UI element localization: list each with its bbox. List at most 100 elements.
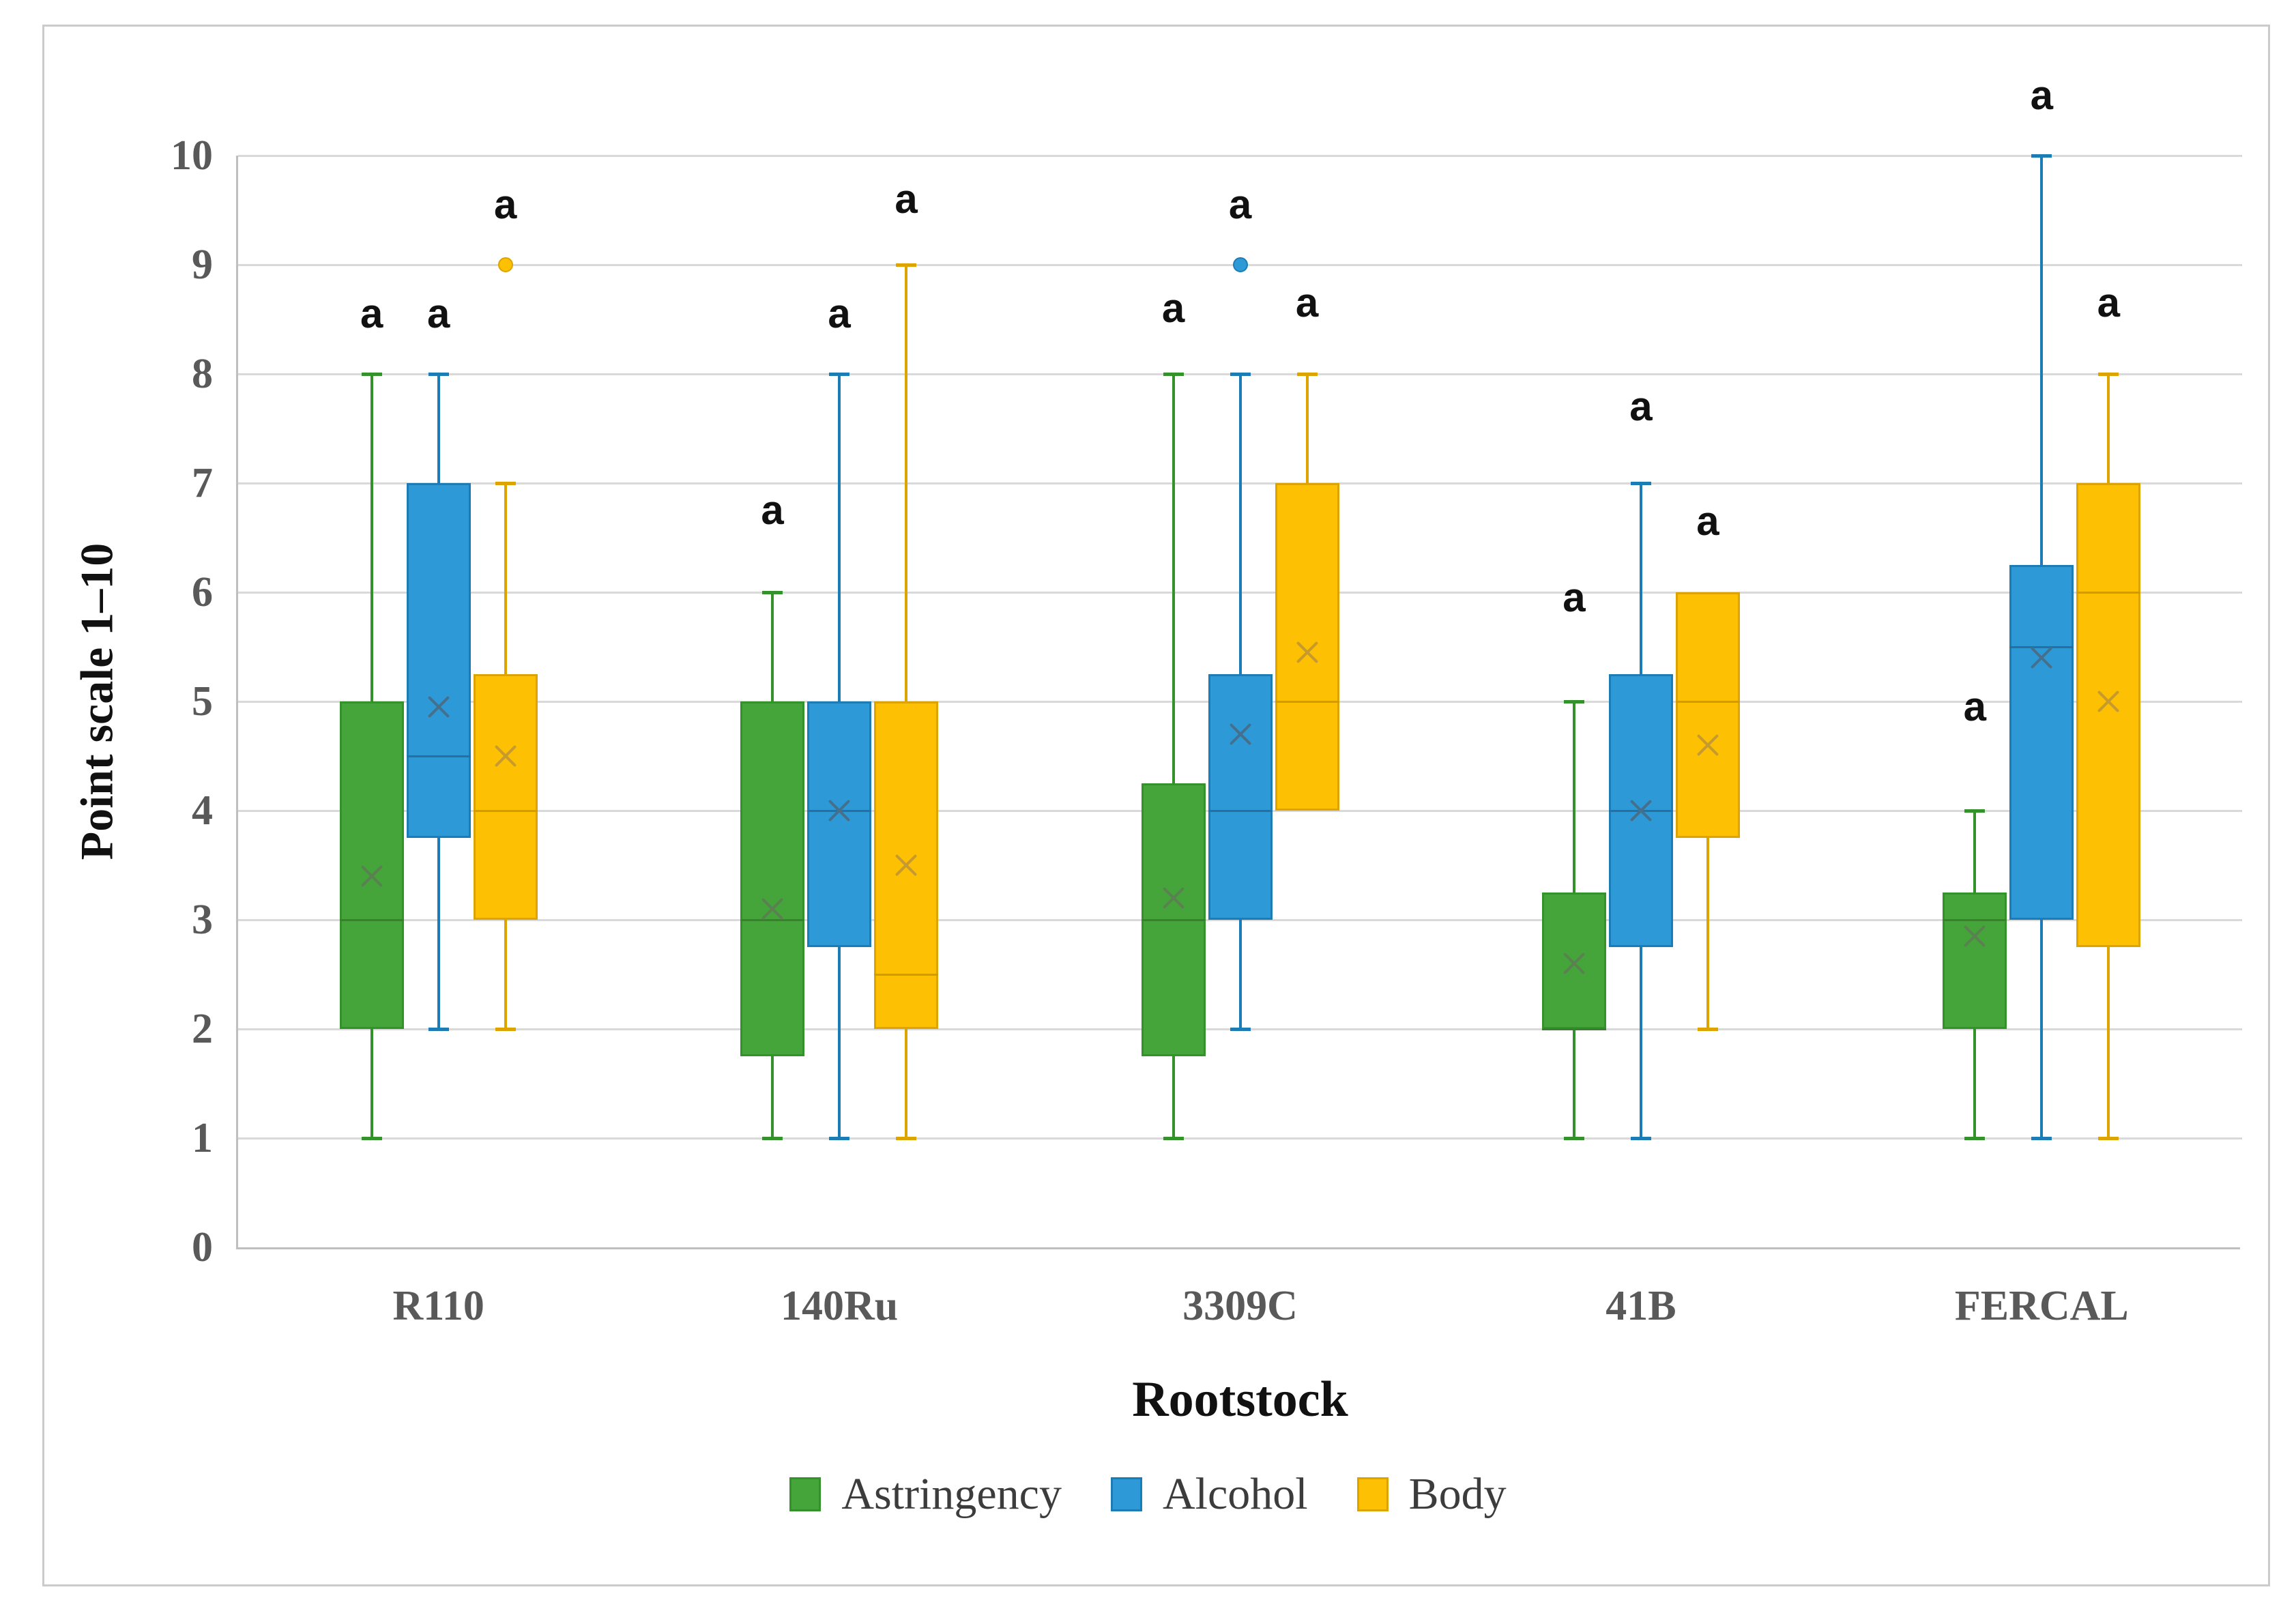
alcohol-fercal-significance-label: a: [2030, 72, 2053, 118]
alcohol-140ru-significance-label: a: [828, 291, 851, 336]
astringency-r110-mean-marker: [357, 861, 387, 891]
x-category-label-41b: 41B: [1605, 1283, 1676, 1329]
astringency-41b-mean-marker: [1559, 948, 1589, 978]
alcohol-fercal-box: [2009, 565, 2074, 920]
body-r110-outlier-point: [497, 257, 513, 272]
y-tick-label-10: 10: [171, 132, 213, 179]
body-fercal-min-cap: [2098, 1137, 2119, 1140]
astringency-41b-lower-whisker: [1572, 1029, 1575, 1138]
astringency-r110-median-line: [339, 919, 404, 921]
alcohol-r110-significance-label: a: [427, 291, 450, 336]
body-3309c-mean-marker: [1292, 637, 1322, 667]
alcohol-r110-median-line: [406, 755, 471, 757]
body-41b-box: [1675, 592, 1740, 838]
alcohol-fercal-mean-marker: [2026, 643, 2057, 673]
astringency-r110-significance-label: a: [360, 291, 383, 336]
body-fercal-max-cap: [2098, 373, 2119, 376]
astringency-140ru-mean-marker: [757, 894, 787, 924]
astringency-41b-max-cap: [1563, 700, 1584, 703]
x-category-label-140ru: 140Ru: [780, 1283, 899, 1329]
astringency-140ru-median-line: [740, 919, 805, 921]
body-140ru-significance-label: a: [895, 176, 918, 222]
astringency-140ru-min-cap: [762, 1137, 783, 1140]
alcohol-3309c-median-line: [1208, 810, 1273, 812]
body-140ru-max-cap: [896, 263, 917, 267]
astringency-3309c-upper-whisker: [1172, 374, 1175, 783]
body-r110-mean-marker: [491, 741, 521, 771]
alcohol-140ru-mean-marker: [824, 796, 854, 826]
alcohol-fercal-median-line: [2009, 646, 2074, 648]
legend-swatch-alcohol: [1110, 1477, 1142, 1511]
y-tick-label-7: 7: [192, 460, 213, 506]
x-axis-title: Rootstock: [1132, 1371, 1348, 1427]
astringency-140ru-upper-whisker: [771, 592, 774, 701]
astringency-fercal-upper-whisker: [1973, 811, 1977, 892]
alcohol-140ru-upper-whisker: [838, 374, 841, 701]
alcohol-41b-max-cap: [1630, 482, 1651, 485]
astringency-3309c-lower-whisker: [1172, 1056, 1175, 1138]
astringency-41b-upper-whisker: [1572, 701, 1575, 892]
body-3309c-upper-whisker: [1305, 374, 1309, 483]
alcohol-fercal-min-cap: [2031, 1137, 2052, 1140]
astringency-fercal-box: [1943, 892, 2007, 1029]
alcohol-41b-lower-whisker: [1639, 947, 1642, 1138]
astringency-41b-significance-label: a: [1563, 575, 1586, 620]
alcohol-3309c-mean-marker: [1225, 719, 1255, 749]
alcohol-r110-min-cap: [428, 1028, 449, 1031]
alcohol-140ru-box: [807, 701, 872, 947]
alcohol-140ru-min-cap: [829, 1137, 850, 1140]
astringency-140ru-max-cap: [762, 591, 783, 594]
body-fercal-box: [2076, 483, 2141, 947]
alcohol-41b-min-cap: [1630, 1137, 1651, 1140]
alcohol-r110-lower-whisker: [437, 838, 440, 1029]
legend-swatch-body: [1356, 1477, 1389, 1511]
astringency-r110-lower-whisker: [370, 1029, 373, 1138]
alcohol-3309c-min-cap: [1230, 1028, 1251, 1031]
y-tick-label-3: 3: [192, 897, 213, 943]
alcohol-41b-significance-label: a: [1629, 383, 1653, 429]
alcohol-3309c-lower-whisker: [1238, 920, 1242, 1029]
astringency-3309c-max-cap: [1163, 373, 1184, 376]
alcohol-3309c-outlier-point: [1232, 257, 1248, 272]
body-fercal-median-line: [2076, 592, 2141, 594]
alcohol-41b-upper-whisker: [1639, 483, 1642, 674]
body-fercal-significance-label: a: [2097, 280, 2120, 325]
x-category-label-fercal: FERCAL: [1954, 1283, 2129, 1329]
legend-item-alcohol: Alcohol: [1110, 1468, 1308, 1520]
astringency-r110-upper-whisker: [370, 374, 373, 701]
alcohol-3309c-significance-label: a: [1228, 182, 1252, 227]
astringency-r110-box: [339, 701, 404, 1029]
y-tick-label-6: 6: [192, 569, 213, 615]
body-41b-significance-label: a: [1696, 498, 1719, 544]
astringency-3309c-min-cap: [1163, 1137, 1184, 1140]
body-140ru-mean-marker: [891, 850, 921, 880]
body-41b-median-line: [1675, 701, 1740, 703]
legend-swatch-astringency: [789, 1477, 822, 1511]
body-fercal-mean-marker: [2093, 686, 2123, 716]
astringency-140ru-lower-whisker: [771, 1056, 774, 1138]
body-3309c-box: [1275, 483, 1339, 811]
astringency-fercal-lower-whisker: [1973, 1029, 1977, 1138]
legend-item-astringency: Astringency: [789, 1468, 1062, 1520]
y-axis-line: [236, 156, 238, 1249]
y-tick-label-9: 9: [192, 242, 213, 288]
body-r110-max-cap: [495, 482, 516, 485]
legend-label-astringency: Astringency: [841, 1469, 1062, 1519]
y-tick-label-0: 0: [192, 1224, 213, 1271]
alcohol-fercal-upper-whisker: [2040, 156, 2044, 565]
y-tick-label-1: 1: [192, 1115, 213, 1161]
alcohol-r110-box: [406, 483, 471, 838]
body-r110-median-line: [473, 810, 538, 812]
body-3309c-max-cap: [1296, 373, 1318, 376]
body-r110-lower-whisker: [504, 920, 507, 1029]
x-category-label-3309c: 3309C: [1182, 1283, 1298, 1329]
body-fercal-lower-whisker: [2107, 947, 2110, 1138]
body-140ru-median-line: [874, 974, 939, 976]
astringency-140ru-box: [740, 701, 805, 1056]
body-3309c-median-line: [1275, 701, 1339, 703]
body-41b-min-cap: [1697, 1028, 1718, 1031]
alcohol-r110-max-cap: [428, 373, 449, 376]
plot-area: [236, 154, 2242, 1249]
alcohol-r110-upper-whisker: [437, 374, 440, 483]
